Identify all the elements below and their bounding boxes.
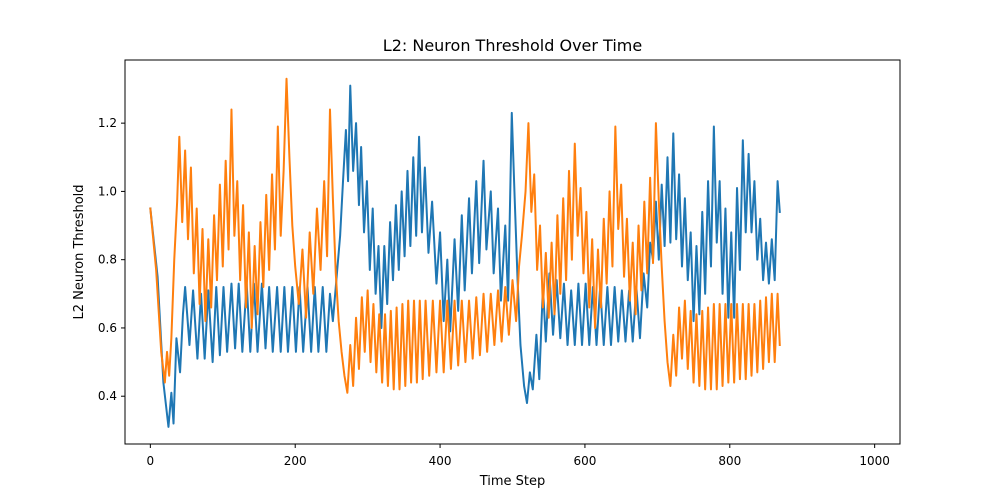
y-tick-label: 1.2 bbox=[98, 116, 117, 130]
x-tick-label: 200 bbox=[284, 454, 307, 468]
plot-frame bbox=[124, 59, 901, 445]
x-tick-label: 600 bbox=[573, 454, 596, 468]
y-axis-label: L2 Neuron Threshold bbox=[72, 184, 87, 319]
chart-title: L2: Neuron Threshold Over Time bbox=[383, 36, 642, 55]
axes-layer: 0 200 400 600 800 1000 0.4 0.6 0.8 1.0 1.2 bbox=[98, 59, 901, 468]
x-tick-label: 1000 bbox=[859, 454, 890, 468]
y-tick-label: 0.4 bbox=[98, 389, 117, 403]
x-tick-label: 800 bbox=[718, 454, 741, 468]
y-tick-label: 1.0 bbox=[98, 184, 117, 198]
x-tick-label: 400 bbox=[429, 454, 452, 468]
y-tick-label: 0.8 bbox=[98, 253, 117, 267]
series-layer bbox=[149, 77, 781, 428]
y-tick-label: 0.6 bbox=[98, 321, 117, 335]
series-line-1 bbox=[149, 84, 781, 428]
series-line-2 bbox=[149, 77, 781, 394]
x-tick-label: 0 bbox=[147, 454, 155, 468]
x-axis-label: Time Step bbox=[479, 474, 546, 489]
